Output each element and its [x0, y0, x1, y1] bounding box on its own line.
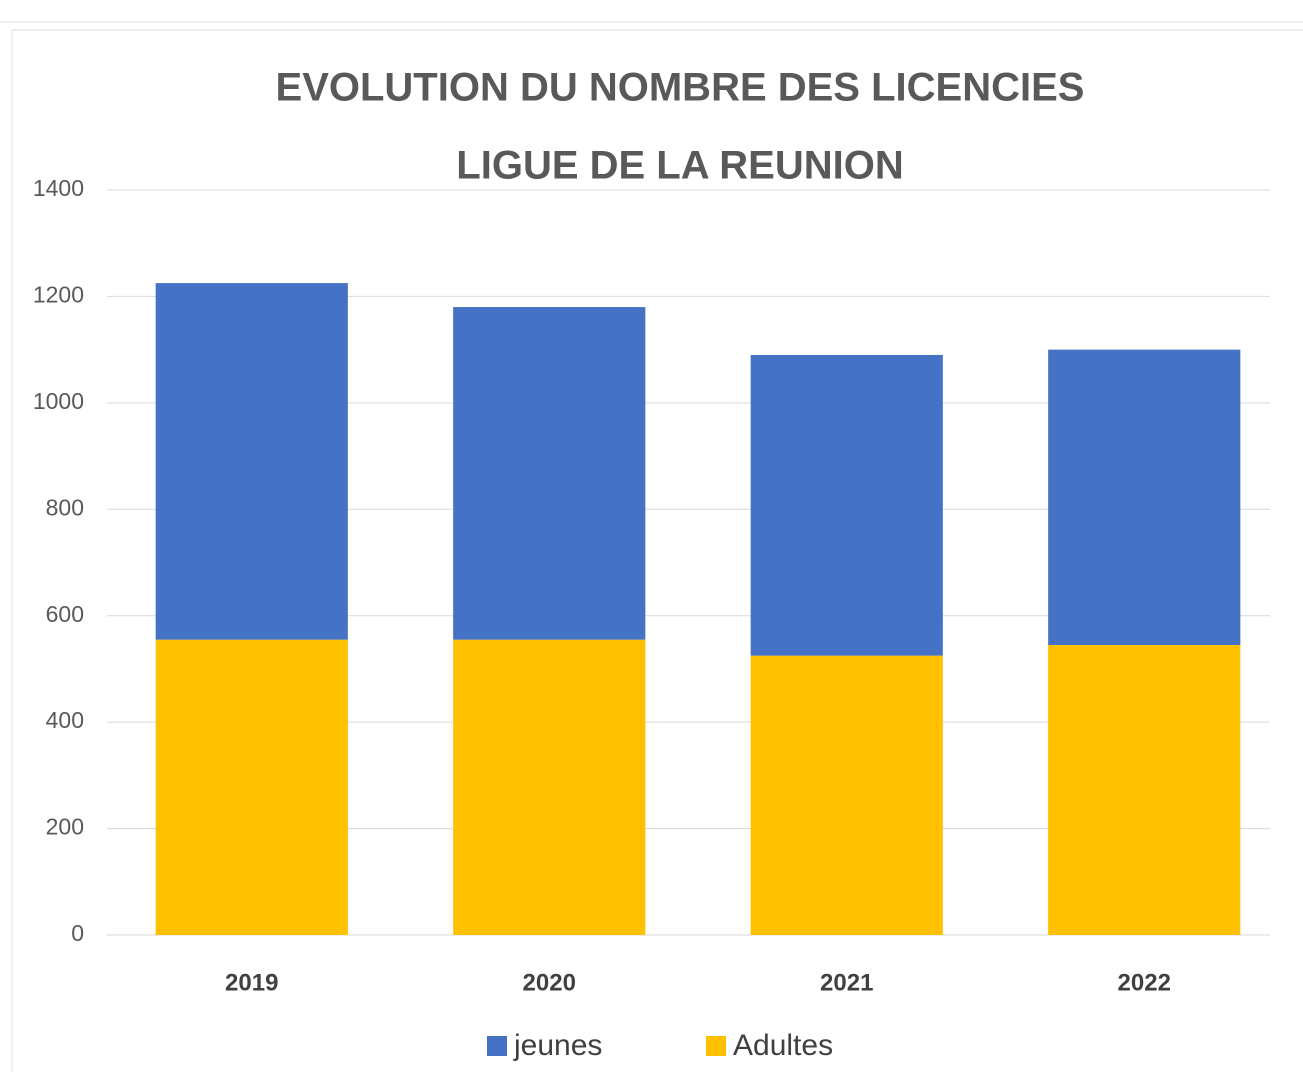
legend-label: Adultes — [733, 1029, 833, 1062]
chart-title: LIGUE DE LA REUNION — [456, 144, 903, 188]
sheet-grid — [0, 21, 1303, 1072]
bar-segment — [155, 639, 348, 935]
bar-segment — [453, 639, 646, 935]
y-tick-label: 200 — [46, 814, 84, 840]
y-tick-label: 1200 — [33, 282, 84, 308]
bar-segment — [453, 307, 646, 640]
y-tick-label: 600 — [46, 601, 84, 627]
y-tick-label: 400 — [46, 707, 84, 733]
bar-segment — [1048, 644, 1241, 935]
x-tick-label: 2020 — [523, 969, 576, 996]
y-tick-label: 0 — [71, 920, 84, 946]
y-tick-label: 1400 — [33, 175, 84, 201]
x-tick-label: 2022 — [1118, 969, 1171, 996]
bar-segment — [1048, 349, 1241, 645]
x-tick-label: 2019 — [225, 969, 278, 996]
legend-swatch — [706, 1036, 726, 1056]
bar-segment — [750, 354, 943, 656]
legend-label: jeunes — [513, 1029, 602, 1062]
chart-title: EVOLUTION DU NOMBRE DES LICENCIES — [276, 66, 1085, 110]
y-tick-label: 800 — [46, 494, 84, 520]
legend-swatch — [487, 1036, 507, 1056]
x-tick-label: 2021 — [820, 969, 873, 996]
y-tick-label: 1000 — [33, 388, 84, 414]
bar-segment — [750, 655, 943, 935]
bar-segment — [155, 283, 348, 640]
